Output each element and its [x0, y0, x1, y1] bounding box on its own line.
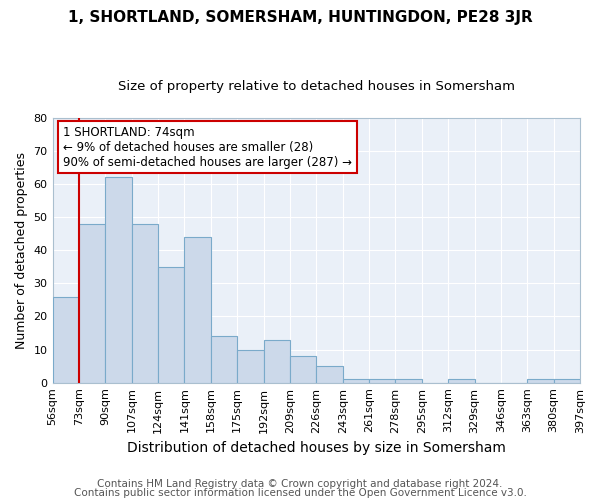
Text: Contains HM Land Registry data © Crown copyright and database right 2024.: Contains HM Land Registry data © Crown c…	[97, 479, 503, 489]
Bar	[369, 380, 395, 382]
Text: Contains public sector information licensed under the Open Government Licence v3: Contains public sector information licen…	[74, 488, 526, 498]
Bar	[211, 336, 237, 382]
Bar	[131, 224, 158, 382]
Text: 1 SHORTLAND: 74sqm
← 9% of detached houses are smaller (28)
90% of semi-detached: 1 SHORTLAND: 74sqm ← 9% of detached hous…	[63, 126, 352, 168]
Y-axis label: Number of detached properties: Number of detached properties	[15, 152, 28, 348]
Bar	[79, 224, 105, 382]
Bar	[448, 380, 475, 382]
Bar	[263, 340, 290, 382]
Bar	[53, 296, 79, 382]
Title: Size of property relative to detached houses in Somersham: Size of property relative to detached ho…	[118, 80, 515, 93]
Bar	[527, 380, 554, 382]
Bar	[184, 237, 211, 382]
Bar	[554, 380, 580, 382]
Bar	[343, 380, 369, 382]
Bar	[158, 267, 184, 382]
X-axis label: Distribution of detached houses by size in Somersham: Distribution of detached houses by size …	[127, 441, 506, 455]
Text: 1, SHORTLAND, SOMERSHAM, HUNTINGDON, PE28 3JR: 1, SHORTLAND, SOMERSHAM, HUNTINGDON, PE2…	[68, 10, 532, 25]
Bar	[290, 356, 316, 382]
Bar	[316, 366, 343, 382]
Bar	[105, 178, 131, 382]
Bar	[237, 350, 263, 382]
Bar	[395, 380, 422, 382]
